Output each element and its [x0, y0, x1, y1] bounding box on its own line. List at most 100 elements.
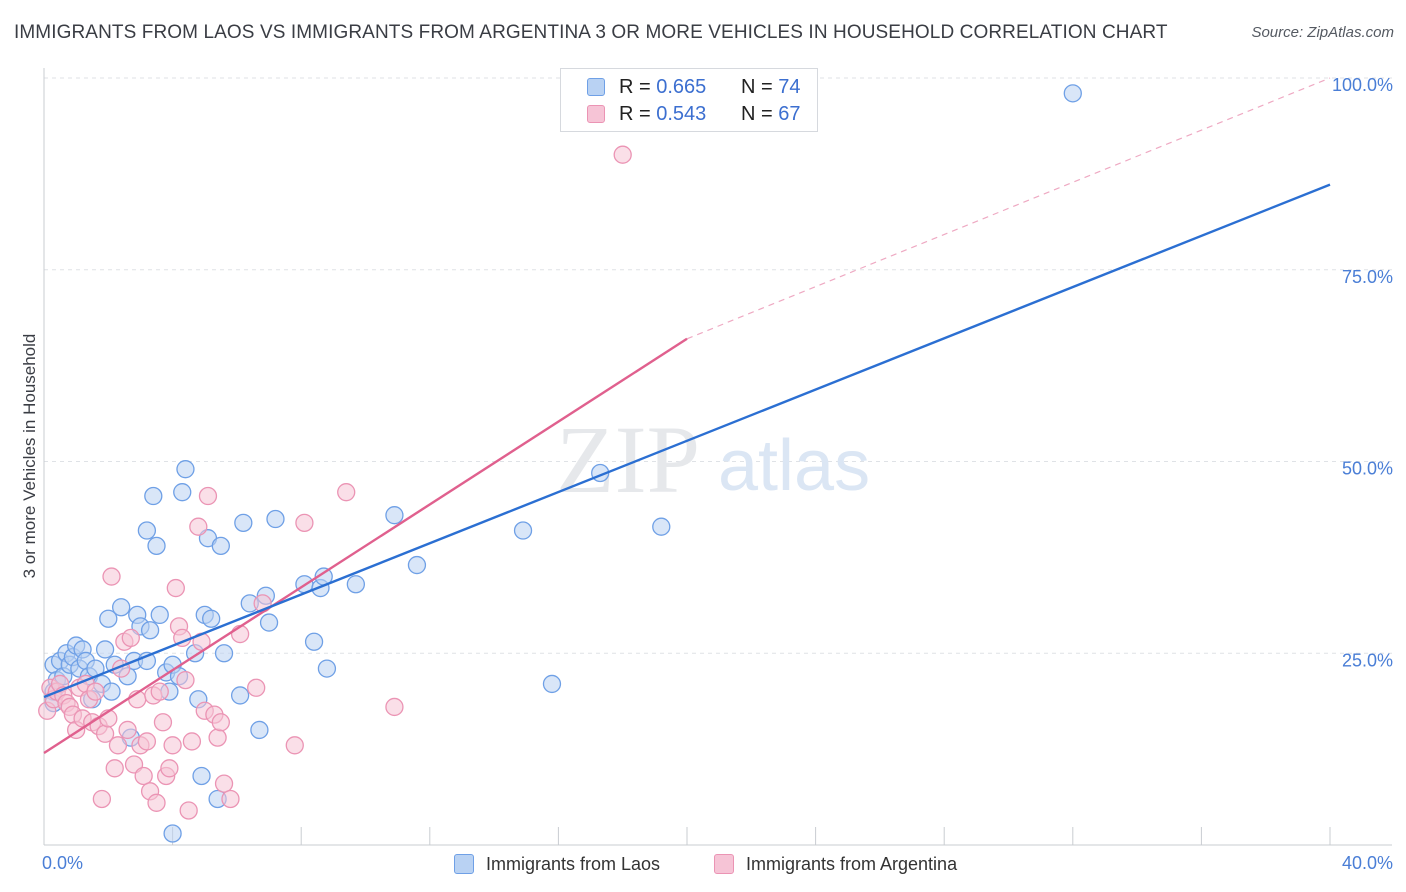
laos-point: [211, 536, 230, 556]
argentina-point: [247, 678, 266, 697]
watermark-zip: ZIP: [556, 406, 700, 513]
legend-item-laos[interactable]: Immigrants from Laos: [454, 852, 660, 876]
laos-point: [259, 613, 279, 632]
laos-n: N = 74: [741, 76, 801, 99]
laos-point: [102, 682, 121, 701]
laos-n-label: N =: [741, 75, 773, 98]
argentina-point: [214, 774, 234, 793]
argentina-r-value: 0.543: [656, 102, 707, 125]
laos-point: [385, 506, 404, 525]
argentina-point: [92, 789, 112, 809]
y-tick-label: 75.0%: [1342, 267, 1393, 287]
laos-point: [163, 824, 182, 843]
grid-lines: [44, 77, 1392, 654]
laos-point: [140, 621, 160, 640]
laos-point: [112, 598, 131, 617]
y-tick-label: 25.0%: [1342, 650, 1393, 670]
argentina-swatch: [587, 105, 605, 123]
laos-point: [250, 720, 269, 740]
argentina-point: [134, 766, 153, 786]
argentina-point: [153, 713, 173, 732]
y-tick-label: 100.0%: [1332, 75, 1393, 95]
zipatlas-watermark: ZIP atlas: [556, 406, 870, 513]
x-tick-label-max: 40.0%: [1342, 853, 1393, 873]
argentina-point: [166, 578, 185, 598]
argentina-legend-label: Immigrants from Argentina: [746, 853, 958, 874]
argentina-point: [102, 567, 121, 586]
correlation-legend: R = 0.665 N = 74 R = 0.543 N = 67: [560, 68, 818, 132]
argentina-point: [176, 670, 195, 690]
laos-point: [99, 609, 118, 628]
legend-item-argentina[interactable]: Immigrants from Argentina: [714, 852, 957, 876]
laos-r-label: R =: [619, 75, 651, 98]
argentina-point: [385, 697, 404, 717]
laos-point: [173, 483, 192, 502]
laos-point: [266, 509, 285, 529]
laos-point: [346, 575, 366, 594]
x-tick-label-min: 0.0%: [42, 853, 83, 873]
laos-point: [150, 605, 169, 625]
watermark-atlas: atlas: [718, 426, 870, 506]
laos-point: [144, 486, 163, 506]
argentina-point: [179, 801, 198, 820]
chart-title: IMMIGRANTS FROM LAOS VS IMMIGRANTS FROM …: [14, 22, 1168, 43]
argentina-point: [337, 483, 356, 502]
argentina-legend-swatch: [714, 854, 734, 874]
argentina-point: [230, 624, 250, 644]
laos-trend-line: [43, 183, 1331, 699]
source-credit: Source: ZipAtlas.com: [1251, 24, 1394, 41]
laos-point: [176, 460, 195, 479]
argentina-point: [163, 736, 182, 755]
trend-lines: [43, 77, 1331, 754]
argentina-point: [189, 517, 208, 536]
laos-point: [1063, 84, 1082, 103]
laos-point: [137, 521, 157, 540]
argentina-r: R = 0.543: [619, 103, 741, 126]
laos-point: [234, 513, 253, 533]
legend-row-laos: R = 0.665 N = 74: [587, 75, 801, 99]
argentina-point: [211, 713, 230, 732]
laos-point: [542, 674, 562, 694]
argentina-point: [137, 732, 157, 751]
laos-point: [95, 640, 115, 659]
laos-r-value: 0.665: [656, 75, 707, 98]
argentina-r-label: R =: [619, 102, 651, 125]
laos-point: [317, 659, 337, 678]
laos-point: [304, 632, 324, 651]
argentina-n-value: 67: [778, 102, 801, 125]
laos-point: [192, 766, 211, 786]
laos-point: [202, 609, 221, 628]
argentina-trend-line: [43, 337, 688, 754]
laos-legend-label: Immigrants from Laos: [486, 853, 661, 874]
laos-point: [407, 555, 427, 575]
argentina-n-label: N =: [741, 102, 773, 125]
argentina-n: N = 67: [741, 103, 801, 126]
laos-point: [230, 686, 250, 705]
argentina-point: [105, 759, 124, 778]
argentina-point: [182, 732, 202, 751]
argentina-point: [150, 682, 169, 701]
argentina-point: [198, 486, 218, 506]
argentina-point: [121, 628, 140, 648]
legend-row-argentina: R = 0.543 N = 67: [587, 102, 801, 126]
laos-legend-swatch: [454, 854, 474, 874]
tick-labels: 25.0% 50.0% 75.0% 100.0% 0.0% 40.0%: [42, 75, 1393, 873]
argentina-trend-extension: [686, 77, 1331, 340]
argentina-point: [613, 145, 632, 164]
laos-r: R = 0.665: [619, 76, 741, 99]
laos-point: [513, 521, 533, 540]
laos-point: [652, 517, 671, 536]
laos-point: [214, 644, 234, 663]
series-argentina-points: [38, 145, 632, 820]
laos-point: [147, 536, 166, 556]
argentina-point: [108, 736, 128, 755]
argentina-point: [147, 793, 166, 812]
argentina-point: [160, 759, 179, 778]
argentina-point: [118, 720, 137, 740]
laos-swatch: [587, 78, 605, 96]
argentina-point: [86, 682, 105, 701]
argentina-point: [295, 513, 314, 533]
argentina-point: [221, 789, 240, 809]
laos-n-value: 74: [778, 75, 801, 98]
